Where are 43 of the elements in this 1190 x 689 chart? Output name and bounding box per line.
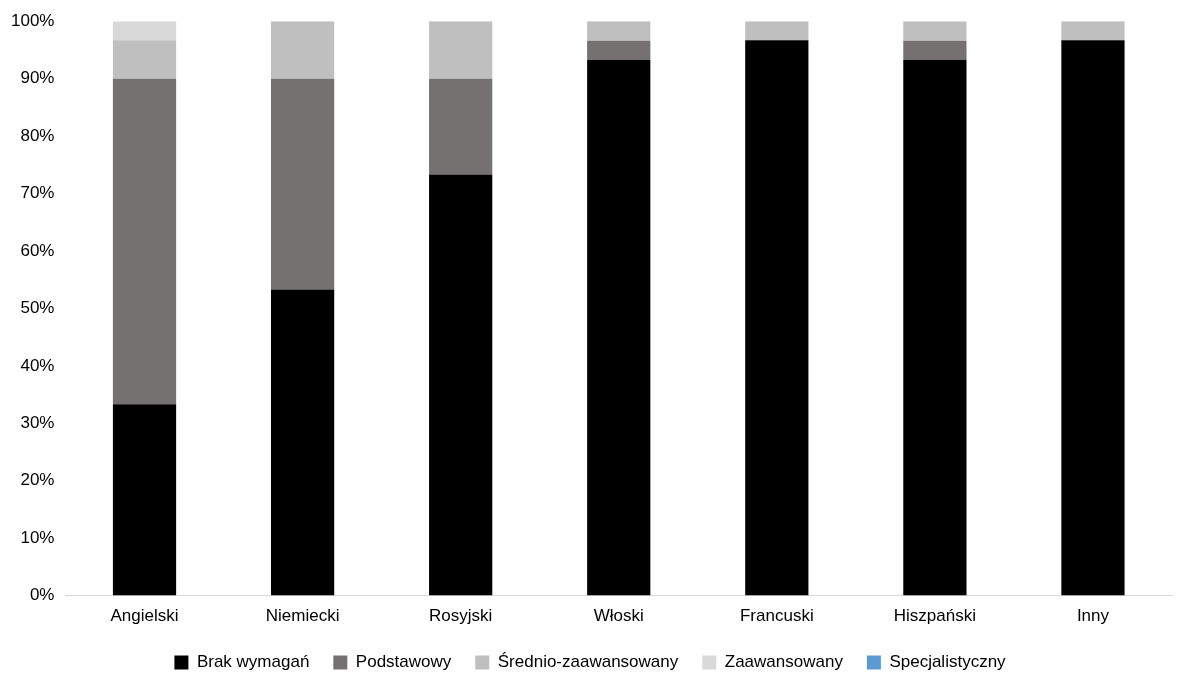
bar xyxy=(587,21,651,41)
bar xyxy=(903,21,967,41)
x-tick-label: Hiszpański xyxy=(893,606,976,626)
x-tick-label: Niemiecki xyxy=(265,606,340,626)
legend-label: Brak wymagań xyxy=(196,652,310,672)
y-tick-label: 60% xyxy=(20,240,55,260)
bar xyxy=(587,59,651,596)
y-tick-label: 90% xyxy=(20,68,55,88)
bar xyxy=(270,289,335,596)
bar xyxy=(745,40,809,596)
x-tick-label: Włoski xyxy=(593,606,644,626)
y-tick-label: 80% xyxy=(20,125,55,145)
bar xyxy=(429,21,493,79)
x-tick-label: Rosyjski xyxy=(429,606,493,626)
y-tick-label: 20% xyxy=(20,470,55,490)
bar xyxy=(270,21,335,79)
bar xyxy=(745,21,809,41)
bar xyxy=(112,21,177,41)
x-tick-label: Angielski xyxy=(110,606,179,626)
legend-label: Zaawansowany xyxy=(724,652,844,672)
bar xyxy=(429,174,493,596)
y-tick-label: 100% xyxy=(11,10,55,30)
bar xyxy=(587,40,651,60)
bar xyxy=(270,78,335,290)
bar xyxy=(112,40,177,79)
y-tick-label: 70% xyxy=(20,183,55,203)
y-tick-label: 10% xyxy=(20,527,55,547)
legend-label: Podstawowy xyxy=(355,652,452,672)
bar xyxy=(903,59,967,596)
bar xyxy=(903,40,967,60)
y-tick-label: 0% xyxy=(29,585,55,605)
y-tick-label: 40% xyxy=(20,355,55,375)
legend-label: Średnio-zaawansowany xyxy=(497,652,679,672)
y-tick-label: 50% xyxy=(20,298,55,318)
y-tick-label: 30% xyxy=(20,412,55,432)
legend-label: Specjalistyczny xyxy=(889,652,1007,672)
bar xyxy=(1061,21,1125,41)
bar xyxy=(429,78,493,175)
bar xyxy=(112,78,177,405)
bar xyxy=(112,404,177,596)
bar xyxy=(1061,40,1125,596)
x-tick-label: Inny xyxy=(1076,606,1110,626)
x-tick-label: Francuski xyxy=(739,606,814,626)
